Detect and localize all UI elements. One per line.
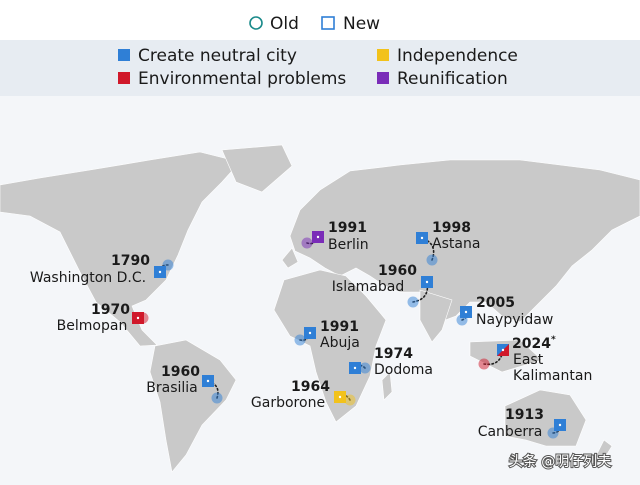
year: 1970 — [91, 302, 130, 318]
header-top — [0, 0, 640, 40]
year: 1991 — [328, 220, 367, 236]
year-value: 1991 — [328, 220, 367, 236]
center-dot — [206, 379, 210, 383]
year-value: 1970 — [91, 302, 130, 318]
center-dot — [136, 316, 140, 320]
city-name: Islamabad — [332, 279, 404, 295]
city-name: Belmopan — [57, 318, 128, 334]
year: 2005 — [476, 295, 515, 311]
shape-legend: Old New — [249, 14, 380, 34]
city-name: Garborone — [251, 395, 325, 411]
old-capital — [211, 392, 223, 404]
year-note: * — [551, 335, 556, 345]
legend-label: Reunification — [397, 69, 508, 89]
city-name: Washington D.C. — [30, 270, 146, 286]
center-dot — [558, 423, 562, 427]
british-isles — [281, 247, 299, 269]
legend-new: New — [343, 14, 380, 34]
year-value: 2005 — [476, 295, 515, 311]
year-value: 1960 — [161, 364, 200, 380]
india — [419, 289, 453, 343]
center-dot — [464, 310, 468, 314]
year: 1790 — [111, 253, 150, 269]
reason-legend: Create neutral city Independence Environme… — [118, 46, 518, 89]
legend-swatch — [118, 72, 130, 84]
world-map — [0, 144, 640, 473]
year-value: 1913 — [505, 407, 544, 423]
year: 1998 — [432, 220, 471, 236]
city-name: Canberra — [478, 424, 543, 440]
watermark: 头条 @明仔列夫 — [509, 453, 611, 470]
year: 1991 — [320, 319, 359, 335]
new-symbol — [321, 16, 335, 30]
city-name: Astana — [432, 236, 480, 252]
old-capital — [426, 254, 438, 266]
year: 1960 — [378, 263, 417, 279]
old-capital — [407, 296, 419, 308]
city-name: Kalimantan — [513, 368, 592, 384]
legend-label: Environmental problems — [138, 69, 346, 89]
greenland — [221, 144, 293, 193]
legend-old: Old — [270, 14, 299, 34]
legend-label: Create neutral city — [138, 46, 297, 66]
australia — [504, 389, 587, 447]
new-zealand — [595, 439, 613, 463]
city-name: East — [513, 352, 544, 368]
city-name: Dodoma — [374, 362, 433, 378]
year: 2024* — [512, 335, 556, 353]
madagascar — [381, 371, 393, 401]
center-dot — [338, 395, 342, 399]
legend-swatch — [377, 72, 389, 84]
center-dot — [353, 366, 357, 370]
city-name: Abuja — [320, 335, 360, 351]
year-value: 1974 — [374, 346, 413, 362]
year-value: 1960 — [378, 263, 417, 279]
legend-band — [0, 40, 640, 96]
city-name: Naypyidaw — [476, 312, 553, 328]
city-name: Berlin — [328, 237, 369, 253]
center-dot — [425, 280, 429, 284]
eurasia — [289, 159, 640, 323]
old-capital — [359, 362, 371, 374]
old-capital — [294, 334, 306, 346]
year-value: 1964 — [291, 379, 330, 395]
center-dot — [501, 348, 505, 352]
city-name: Brasilia — [146, 380, 197, 396]
old-capital — [478, 358, 490, 370]
year: 1964 — [291, 379, 330, 395]
legend-swatch — [118, 49, 130, 61]
south-america — [149, 339, 237, 473]
center-dot — [158, 270, 162, 274]
year-value: 1991 — [320, 319, 359, 335]
year-value: 2024 — [512, 336, 551, 352]
old-symbol — [249, 16, 263, 30]
north-america — [0, 151, 241, 347]
year: 1960 — [161, 364, 200, 380]
year-value: 1790 — [111, 253, 150, 269]
old-capital — [344, 394, 356, 406]
center-dot — [420, 236, 424, 240]
center-dot — [308, 331, 312, 335]
old-capital — [301, 237, 313, 249]
year-value: 1998 — [432, 220, 471, 236]
center-dot — [316, 235, 320, 239]
legend-label: Independence — [397, 46, 518, 66]
legend-swatch — [377, 49, 389, 61]
year: 1913 — [505, 407, 544, 423]
year: 1974 — [374, 346, 413, 362]
